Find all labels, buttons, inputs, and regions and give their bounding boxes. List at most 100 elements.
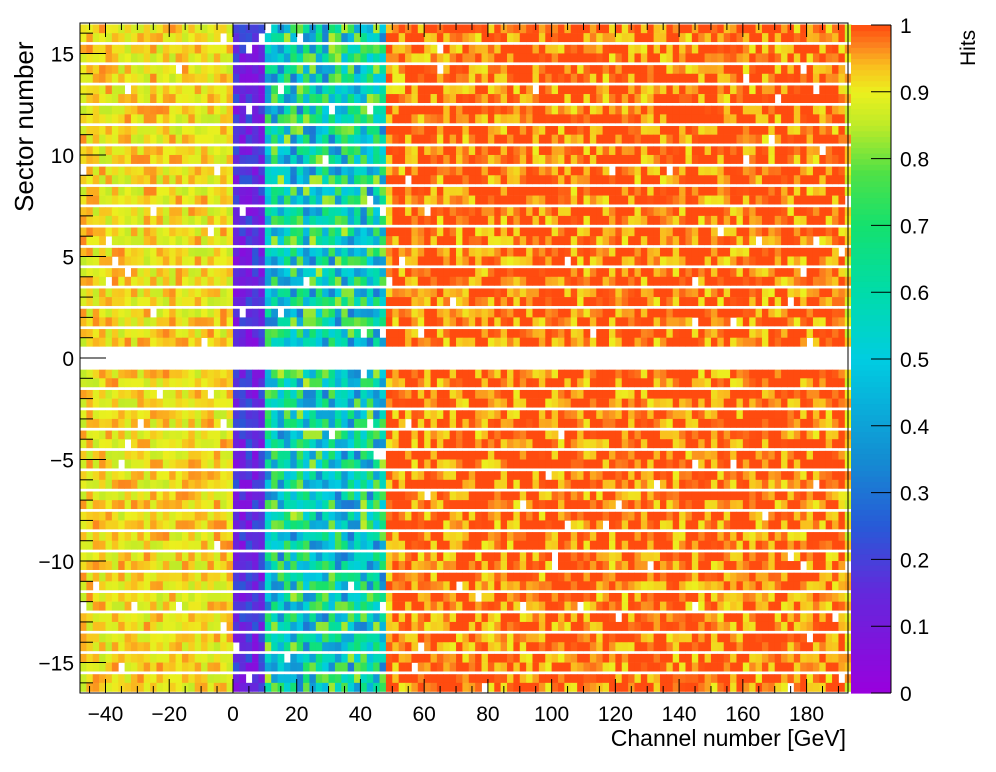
heatmap-cell <box>475 33 482 43</box>
heatmap-cell <box>354 378 361 388</box>
heatmap-cell <box>755 114 763 124</box>
heatmap-cell <box>589 439 597 449</box>
heatmap-cell <box>481 114 489 124</box>
heatmap-cell <box>609 398 616 408</box>
heatmap-cell <box>628 378 635 388</box>
heatmap-cell <box>666 175 674 185</box>
heatmap-cell <box>188 297 196 307</box>
heatmap-cell <box>347 236 355 246</box>
heatmap-cell <box>430 297 438 307</box>
heatmap-cell <box>315 430 323 440</box>
heatmap-cell <box>800 85 807 95</box>
heatmap-cell <box>519 378 527 388</box>
heatmap-cell <box>322 33 329 43</box>
heatmap-cell <box>207 247 215 257</box>
heatmap-cell <box>494 297 502 307</box>
heatmap-cell <box>392 44 400 54</box>
heatmap-cell <box>162 105 170 115</box>
heatmap-cell <box>787 227 795 237</box>
heatmap-cell <box>628 268 635 278</box>
heatmap-cell <box>551 297 559 307</box>
heatmap-cell <box>825 268 833 278</box>
heatmap-cell <box>685 24 693 34</box>
heatmap-cell <box>118 154 126 164</box>
heatmap-cell <box>245 126 253 135</box>
heatmap-cell <box>309 215 317 225</box>
heatmap-cell <box>111 247 119 257</box>
heatmap-cell <box>99 369 106 379</box>
heatmap-cell <box>118 439 126 449</box>
heatmap-cell <box>538 126 546 135</box>
heatmap-cell <box>494 288 502 298</box>
heatmap-cell <box>385 53 393 63</box>
heatmap-cell <box>577 85 584 95</box>
heatmap-cell <box>577 329 584 338</box>
heatmap-cell <box>717 134 725 144</box>
heatmap-cell <box>468 268 476 278</box>
heatmap-cell <box>500 439 508 449</box>
heatmap-cell <box>111 215 119 225</box>
heatmap-cell <box>220 398 227 408</box>
heatmap-cell <box>341 53 349 63</box>
heatmap-cell <box>570 114 578 124</box>
heatmap-cell <box>194 146 202 156</box>
heatmap-cell <box>379 418 387 428</box>
heatmap-cell <box>245 389 253 399</box>
heatmap-cell <box>80 134 87 144</box>
heatmap-cell <box>392 410 400 420</box>
heatmap-cell <box>755 166 763 176</box>
heatmap-cell <box>774 134 782 144</box>
heatmap-cell <box>283 410 291 420</box>
heatmap-cell <box>385 207 393 217</box>
heatmap-cell <box>424 459 431 469</box>
heatmap-cell <box>551 337 559 347</box>
heatmap-cell <box>806 276 814 286</box>
heatmap-cell <box>634 418 642 428</box>
heatmap-cell <box>385 439 393 449</box>
heatmap-cell <box>825 450 833 460</box>
heatmap-cell <box>647 166 655 176</box>
heatmap-cell <box>672 268 680 278</box>
heatmap-cell <box>755 268 763 278</box>
heatmap-cell <box>812 256 820 266</box>
heatmap-cell <box>111 329 119 338</box>
heatmap-cell <box>583 186 591 196</box>
heatmap-cell <box>494 207 502 217</box>
heatmap-cell <box>277 236 285 246</box>
heatmap-cell <box>456 256 463 266</box>
heatmap-cell <box>92 215 100 225</box>
heatmap-cell <box>462 410 470 420</box>
heatmap-cell <box>513 236 521 246</box>
heatmap-cell <box>793 65 801 75</box>
heatmap-cell <box>710 85 718 95</box>
heatmap-cell <box>424 44 431 54</box>
heatmap-cell <box>494 175 502 185</box>
heatmap-cell <box>405 369 412 379</box>
heatmap-cell <box>245 276 253 286</box>
heatmap-cell <box>468 53 476 63</box>
heatmap-cell <box>175 398 183 408</box>
heatmap-cell <box>283 247 291 257</box>
heatmap-cell <box>526 256 533 266</box>
heatmap-cell <box>303 398 310 408</box>
heatmap-cell <box>417 337 425 347</box>
heatmap-cell <box>392 337 400 347</box>
heatmap-cell <box>334 288 342 298</box>
heatmap-cell <box>500 154 508 164</box>
heatmap-cell <box>602 430 610 440</box>
heatmap-cell <box>838 337 846 347</box>
heatmap-cell <box>366 73 374 83</box>
heatmap-cell <box>156 236 164 246</box>
heatmap-cell <box>220 450 227 460</box>
heatmap-cell <box>264 418 272 428</box>
heatmap-cell <box>634 154 642 164</box>
heatmap-cell <box>589 154 597 164</box>
heatmap-cell <box>838 186 846 196</box>
heatmap-cell <box>328 247 336 257</box>
heatmap-cell <box>825 85 833 95</box>
heatmap-cell <box>609 24 616 34</box>
heatmap-cell <box>354 215 361 225</box>
heatmap-cell <box>456 195 463 205</box>
heatmap-cell <box>545 215 553 225</box>
heatmap-cell <box>551 450 559 460</box>
